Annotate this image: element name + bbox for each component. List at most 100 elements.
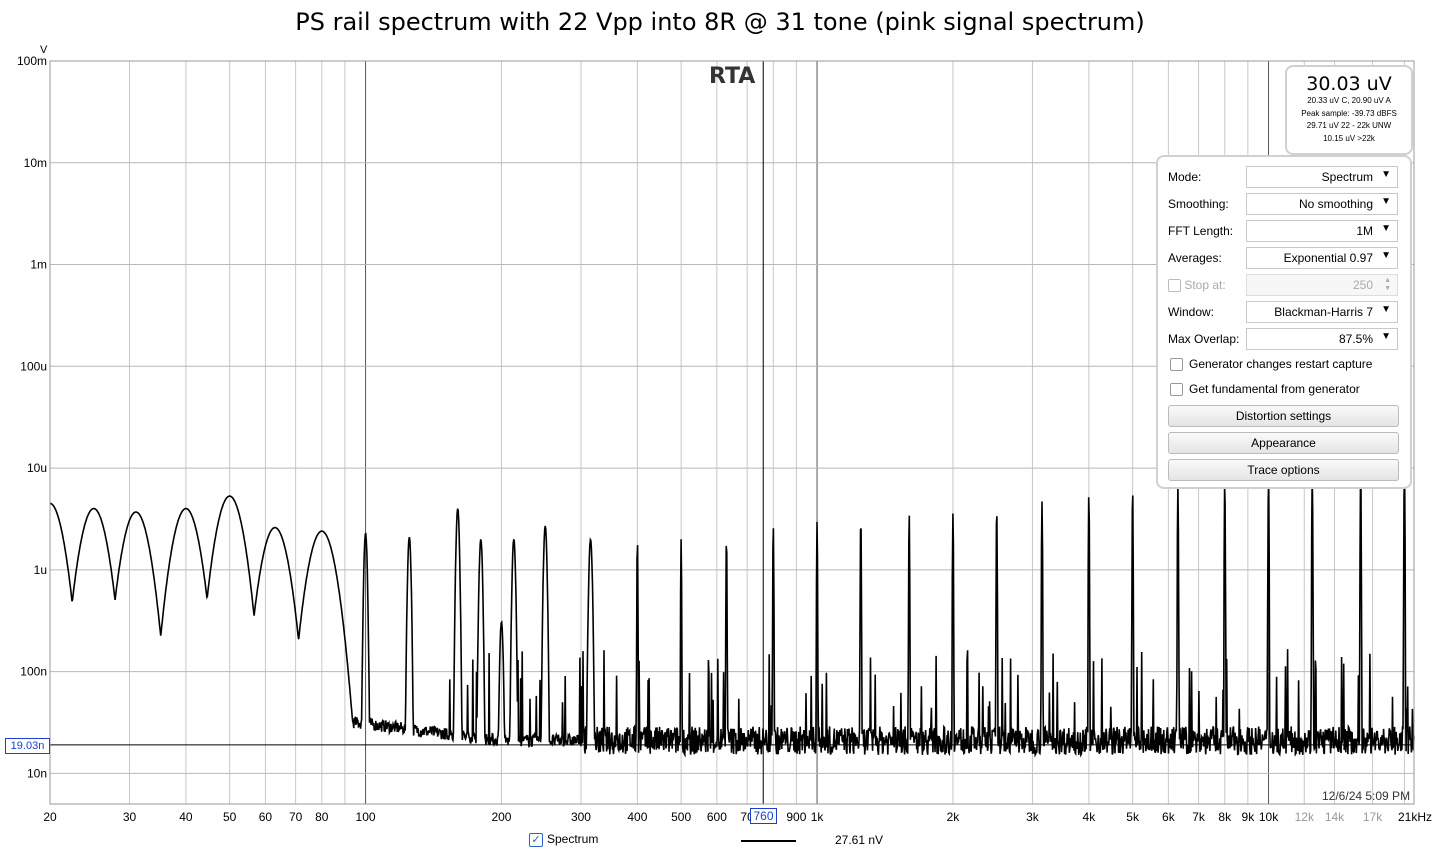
level-readout-panel[interactable]: 30.03 uV 20.33 uV C, 20.90 uV A Peak sam… bbox=[1285, 65, 1413, 155]
x-tick-label: 8k bbox=[1218, 810, 1232, 824]
dropdown-arrow-icon: ▼ bbox=[1381, 250, 1391, 261]
stop-at-checkbox[interactable] bbox=[1168, 279, 1181, 293]
smoothing-label: Smoothing: bbox=[1168, 197, 1229, 211]
appearance-button[interactable]: Appearance bbox=[1168, 432, 1399, 454]
y-tick-label: 1m bbox=[30, 258, 47, 272]
x-tick-label: 2k bbox=[947, 810, 961, 824]
x-tick-label: 17k bbox=[1363, 810, 1383, 824]
legend-line-swatch bbox=[741, 840, 796, 842]
fft-length-value: 1M bbox=[1356, 224, 1373, 238]
x-tick-label: 500 bbox=[671, 810, 691, 824]
averages-value: Exponential 0.97 bbox=[1283, 251, 1373, 265]
y-axis-unit: V bbox=[40, 44, 48, 56]
x-tick-label: 5k bbox=[1126, 810, 1140, 824]
fft-length-select[interactable]: 1M ▼ bbox=[1246, 220, 1398, 242]
x-tick-label: 14k bbox=[1325, 810, 1345, 824]
stop-at-row: Stop at: 250 ▲ ▼ bbox=[1168, 274, 1400, 296]
generator-restart-label: Generator changes restart capture bbox=[1189, 357, 1373, 371]
stop-at-value: 250 bbox=[1352, 278, 1373, 292]
x-tick-label: 21kHz bbox=[1398, 810, 1432, 824]
fft-length-row: FFT Length: 1M ▼ bbox=[1168, 220, 1400, 242]
spin-arrows-icon[interactable]: ▲ ▼ bbox=[1384, 277, 1391, 292]
readout-line: 20.33 uV C, 20.90 uV A bbox=[1307, 96, 1391, 105]
y-tick-label: 1u bbox=[34, 563, 47, 577]
x-tick-label: 6k bbox=[1162, 810, 1176, 824]
y-tick-label: 100m bbox=[17, 54, 47, 68]
stop-at-label: Stop at: bbox=[1184, 278, 1226, 292]
x-tick-label: 80 bbox=[315, 810, 329, 824]
fft-length-label: FFT Length: bbox=[1168, 224, 1234, 238]
x-tick-label: 200 bbox=[491, 810, 511, 824]
rta-settings-panel: Mode: Spectrum ▼ Smoothing: No smoothing… bbox=[1156, 155, 1412, 489]
smoothing-row: Smoothing: No smoothing ▼ bbox=[1168, 193, 1400, 215]
x-tick-label: 400 bbox=[627, 810, 647, 824]
y-tick-label: 100n bbox=[20, 665, 47, 679]
x-tick-label: 40 bbox=[179, 810, 193, 824]
x-tick-label: 12k bbox=[1295, 810, 1315, 824]
cursor-lines bbox=[50, 61, 1414, 804]
y-tick-label: 10n bbox=[27, 766, 47, 780]
window-row: Window: Blackman-Harris 7 ▼ bbox=[1168, 301, 1400, 323]
rta-label: RTA bbox=[709, 64, 756, 89]
distortion-settings-button[interactable]: Distortion settings bbox=[1168, 405, 1399, 427]
cursor-y-readout[interactable]: 19.03n bbox=[5, 738, 50, 754]
readout-line: 10.15 uV >22k bbox=[1323, 133, 1375, 143]
dropdown-arrow-icon: ▼ bbox=[1381, 169, 1391, 180]
mode-select[interactable]: Spectrum ▼ bbox=[1246, 166, 1398, 188]
plot-frame bbox=[49, 60, 1415, 805]
generator-restart-checkbox[interactable] bbox=[1170, 358, 1183, 372]
generator-restart-option[interactable]: Generator changes restart capture bbox=[1170, 357, 1373, 372]
checkmark-icon[interactable]: ✓ bbox=[529, 832, 543, 847]
y-tick-label: 100u bbox=[20, 359, 47, 373]
overlap-row: Max Overlap: 87.5% ▼ bbox=[1168, 328, 1400, 350]
generator-fundamental-checkbox[interactable] bbox=[1170, 383, 1183, 397]
smoothing-value: No smoothing bbox=[1298, 197, 1373, 211]
overlap-label: Max Overlap: bbox=[1168, 332, 1240, 346]
x-tick-label: 900 bbox=[786, 810, 806, 824]
dropdown-arrow-icon: ▼ bbox=[1381, 223, 1391, 234]
mode-value: Spectrum bbox=[1321, 170, 1373, 184]
x-tick-label: 60 bbox=[259, 810, 273, 824]
averages-select[interactable]: Exponential 0.97 ▼ bbox=[1246, 247, 1398, 269]
trace-options-button[interactable]: Trace options bbox=[1168, 459, 1399, 481]
y-axis-ticks: 100m 10m 1m 100u 10u 1u 100n 10n bbox=[17, 54, 47, 780]
x-tick-label: 100 bbox=[356, 810, 376, 824]
spectrum-trace bbox=[50, 470, 1415, 758]
x-tick-label: 600 bbox=[707, 810, 727, 824]
cursor-x-readout[interactable]: 760 bbox=[750, 808, 777, 824]
x-tick-label: 1k bbox=[811, 810, 825, 824]
x-tick-label: 50 bbox=[223, 810, 237, 824]
legend-series-value: 27.61 nV bbox=[835, 833, 884, 847]
generator-fundamental-option[interactable]: Get fundamental from generator bbox=[1170, 382, 1360, 397]
x-tick-label: 30 bbox=[123, 810, 137, 824]
x-tick-label: 3k bbox=[1026, 810, 1040, 824]
readout-line: Peak sample: -39.73 dBFS bbox=[1301, 108, 1397, 118]
x-tick-label: 4k bbox=[1083, 810, 1097, 824]
smoothing-select[interactable]: No smoothing ▼ bbox=[1246, 193, 1398, 215]
window-label: Window: bbox=[1168, 305, 1215, 319]
readout-line: 29.71 uV 22 - 22k UNW bbox=[1306, 121, 1392, 130]
x-tick-label: 20 bbox=[43, 810, 57, 824]
averages-label: Averages: bbox=[1168, 251, 1222, 265]
window-select[interactable]: Blackman-Harris 7 ▼ bbox=[1246, 301, 1398, 323]
stop-at-spinbox[interactable]: 250 ▲ ▼ bbox=[1246, 274, 1398, 296]
x-tick-label: 10k bbox=[1259, 810, 1279, 824]
overlap-value: 87.5% bbox=[1338, 332, 1373, 346]
x-tick-label: 9k bbox=[1242, 810, 1256, 824]
legend-item[interactable]: ✓ Spectrum bbox=[529, 832, 598, 847]
generator-fundamental-label: Get fundamental from generator bbox=[1189, 382, 1360, 396]
rms-readout: 30.03 uV bbox=[1306, 73, 1392, 95]
dropdown-arrow-icon: ▼ bbox=[1381, 304, 1391, 315]
spectrum-line bbox=[50, 470, 1415, 758]
x-tick-label: 300 bbox=[571, 810, 591, 824]
y-tick-label: 10m bbox=[24, 156, 47, 170]
timestamp: 12/6/24 5:09 PM bbox=[1322, 789, 1411, 803]
y-tick-label: 10u bbox=[27, 461, 47, 475]
mode-row: Mode: Spectrum ▼ bbox=[1168, 166, 1400, 188]
window-value: Blackman-Harris 7 bbox=[1274, 305, 1373, 319]
dropdown-arrow-icon: ▼ bbox=[1381, 331, 1391, 342]
chart-title: PS rail spectrum with 22 Vpp into 8R @ 3… bbox=[295, 8, 1145, 36]
legend-series-label: Spectrum bbox=[547, 832, 599, 846]
overlap-select[interactable]: 87.5% ▼ bbox=[1246, 328, 1398, 350]
x-tick-label: 70 bbox=[289, 810, 303, 824]
